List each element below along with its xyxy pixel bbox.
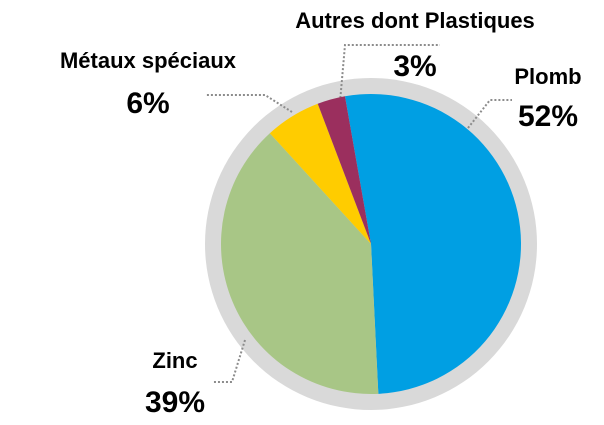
slice-value-label: 52% (518, 100, 578, 133)
slice-value-label: 3% (393, 50, 436, 83)
pie-slice (317, 96, 371, 244)
slice-label: Autres dont Plastiques (295, 8, 535, 33)
slice-label: Plomb (514, 64, 581, 89)
leader-line (212, 339, 246, 383)
pie-slice (344, 94, 521, 394)
slice-label: Métaux spéciaux (60, 48, 237, 73)
pie-slice (269, 103, 371, 244)
slice-label: Zinc (152, 348, 197, 373)
slice-value-label: 39% (145, 386, 205, 419)
pie-slice (220, 133, 379, 395)
leader-line (339, 44, 440, 103)
slice-value-label: 6% (126, 87, 169, 120)
